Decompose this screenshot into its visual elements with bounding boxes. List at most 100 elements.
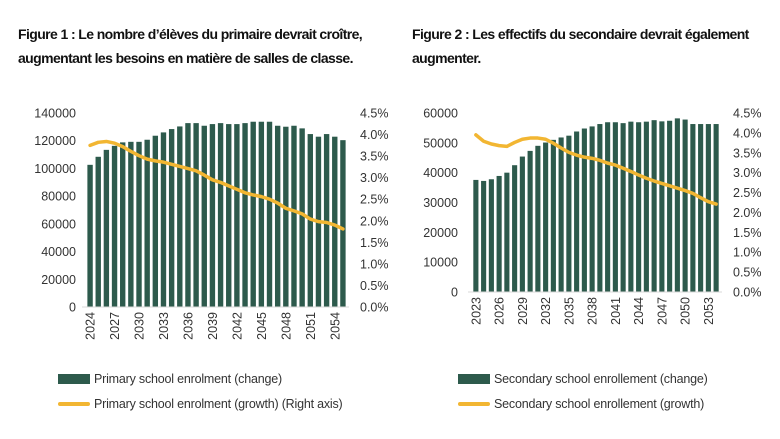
right-axis-tick-label: 2.5%: [360, 193, 389, 207]
bar: [690, 124, 696, 292]
left-axis-tick-label: 120000: [34, 134, 76, 148]
right-axis-tick-label: 2.0%: [733, 206, 762, 220]
bar: [504, 172, 510, 292]
x-axis-tick-label: 2045: [255, 312, 269, 340]
bar: [682, 119, 688, 293]
bar: [488, 179, 494, 292]
bar: [136, 141, 142, 307]
left-axis-tick-label: 50000: [423, 136, 458, 150]
bar: [168, 129, 175, 307]
left-axis-tick-label: 0: [451, 286, 458, 300]
x-axis-tick-label: 2048: [279, 312, 293, 340]
right-axis-tick-label: 3.5%: [360, 150, 389, 164]
legend-label: Secondary school enrollement (growth): [494, 397, 705, 411]
x-axis-tick-label: 2054: [328, 312, 342, 340]
legend-line-swatch: [458, 402, 490, 406]
bar: [605, 122, 611, 292]
right-axis-tick-label: 4.0%: [733, 126, 762, 140]
legend-label: Secondary school enrollement (change): [494, 372, 708, 386]
bar: [193, 123, 199, 307]
bar: [274, 125, 281, 308]
bar: [636, 122, 642, 292]
bar: [674, 118, 680, 293]
left-axis-tick-label: 30000: [423, 196, 458, 210]
bar: [250, 121, 256, 307]
bar: [667, 120, 673, 292]
bar: [481, 180, 487, 292]
x-axis-tick-label: 2035: [562, 297, 576, 325]
left-axis-tick-label: 40000: [41, 245, 76, 259]
growth-line: [88, 139, 345, 231]
bar: [512, 165, 518, 292]
bar: [340, 140, 346, 307]
left-axis-tick-label: 60000: [41, 217, 76, 231]
legend-item-secondary-growth: Secondary school enrollement (growth): [458, 397, 704, 411]
bar: [283, 126, 289, 307]
bar: [581, 128, 587, 292]
bar: [496, 175, 502, 292]
bar: [713, 124, 719, 292]
bar: [185, 123, 191, 307]
bar: [152, 135, 159, 307]
x-axis-tick-label: 2041: [609, 297, 623, 325]
bar: [332, 136, 338, 307]
figure-2-title: Figure 2 : Les effectifs du secondaire d…: [412, 26, 749, 66]
bar: [160, 132, 167, 307]
figure-1-title: Figure 1 : Le nombre d’élèves du primair…: [18, 26, 363, 66]
right-axis-tick-label: 1.0%: [360, 257, 389, 271]
bar: [258, 121, 265, 307]
legend-label: Primary school enrolment (change): [94, 372, 282, 386]
bar: [128, 141, 134, 307]
legend-bar-swatch: [458, 374, 490, 384]
legend-line-swatch: [58, 402, 90, 406]
right-axis-tick-label: 1.5%: [360, 236, 389, 250]
bar: [558, 137, 564, 292]
x-axis-tick-label: 2036: [181, 312, 195, 340]
right-axis-tick-label: 4.0%: [360, 128, 389, 142]
bar: [234, 124, 240, 307]
bar: [574, 131, 580, 292]
x-axis-tick-label: 2039: [206, 312, 220, 340]
bar: [698, 124, 704, 292]
left-axis-tick-label: 140000: [34, 107, 76, 121]
bar: [217, 123, 224, 307]
bar: [705, 124, 711, 292]
x-axis-tick-label: 2032: [539, 297, 553, 325]
x-axis-tick-label: 2038: [586, 297, 600, 325]
x-axis-tick-label: 2051: [304, 312, 318, 340]
bar: [209, 124, 216, 307]
x-axis-tick-label: 2042: [230, 312, 244, 340]
bar: [473, 179, 479, 292]
legend-item-primary-change: Primary school enrolment (change): [58, 372, 282, 386]
x-axis-tick-label: 2030: [133, 312, 147, 340]
right-axis-tick-label: 3.0%: [733, 166, 762, 180]
bar: [323, 134, 330, 307]
legend-item-primary-growth: Primary school enrolment (growth) (Right…: [58, 397, 343, 411]
bar: [242, 123, 248, 307]
bar: [620, 123, 626, 292]
x-axis-tick-label: 2053: [702, 297, 716, 325]
bar: [589, 126, 595, 292]
bar: [566, 135, 572, 292]
bar: [628, 121, 634, 292]
left-axis-tick-label: 60000: [423, 107, 458, 121]
right-axis-tick-label: 0.5%: [360, 279, 389, 293]
bar: [111, 145, 118, 307]
legend-bar-swatch: [58, 374, 90, 384]
x-axis-tick-label: 2050: [679, 297, 693, 325]
bar: [87, 164, 93, 307]
right-axis-tick-label: 4.5%: [360, 107, 389, 121]
x-axis-tick-label: 2033: [157, 312, 171, 340]
bar: [597, 124, 603, 292]
left-axis-tick-label: 20000: [41, 273, 76, 287]
bar: [299, 128, 305, 307]
right-axis-tick-label: 0.5%: [733, 266, 762, 280]
bar: [95, 156, 101, 307]
right-axis-tick-label: 4.5%: [733, 107, 762, 121]
right-axis-tick-label: 0.0%: [733, 286, 762, 300]
bar: [612, 122, 618, 292]
left-axis-tick-label: 20000: [423, 226, 458, 240]
x-axis-tick-label: 2026: [493, 297, 507, 325]
left-axis-tick-label: 40000: [423, 166, 458, 180]
right-axis-tick-label: 1.0%: [733, 246, 762, 260]
